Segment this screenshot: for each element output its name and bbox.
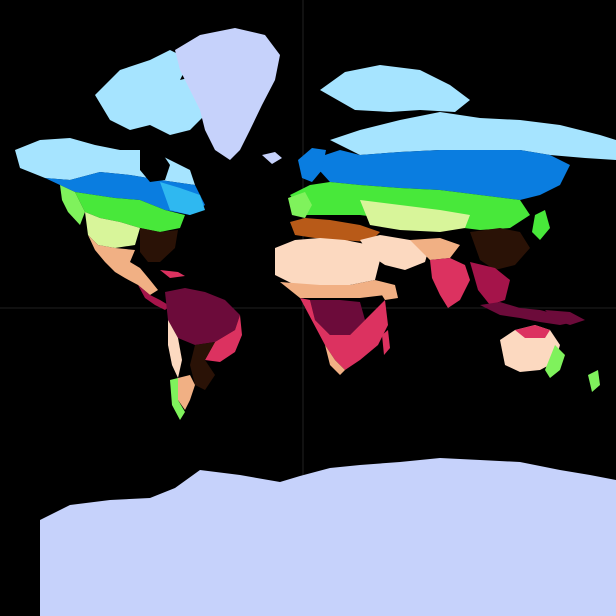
antarctica bbox=[40, 458, 616, 616]
amazon-rainforest bbox=[165, 288, 240, 345]
horn-of-africa bbox=[375, 280, 398, 300]
africa bbox=[275, 238, 398, 375]
central-africa-rainforest bbox=[310, 300, 365, 335]
mediterranean-basin bbox=[290, 218, 380, 242]
siberia-tundra bbox=[330, 112, 616, 160]
iceland bbox=[262, 152, 282, 164]
pampas-subtropical bbox=[190, 342, 215, 390]
usa-southeast-subtropical bbox=[140, 228, 178, 262]
cuba bbox=[160, 270, 185, 278]
central-america bbox=[138, 285, 170, 310]
north-america bbox=[15, 50, 215, 310]
indonesia bbox=[480, 302, 575, 325]
europe-continental bbox=[290, 182, 530, 230]
canada-cool-continental bbox=[160, 182, 205, 215]
southeast-asia bbox=[470, 262, 510, 305]
usa-great-plains-steppe bbox=[85, 212, 140, 248]
china-subtropical bbox=[470, 228, 530, 270]
central-asia-steppe bbox=[360, 200, 470, 232]
south-america bbox=[165, 288, 242, 420]
canada-subarctic bbox=[45, 172, 205, 215]
western-europe-oceanic bbox=[288, 192, 312, 218]
east-africa-savanna bbox=[300, 298, 388, 370]
japan bbox=[532, 210, 550, 240]
canadian-arctic-islands bbox=[95, 50, 215, 135]
eurasia bbox=[288, 65, 616, 308]
chile-oceanic bbox=[170, 378, 185, 420]
usa-west-oceanic bbox=[60, 185, 85, 225]
landmasses bbox=[15, 28, 616, 616]
iran-steppe bbox=[410, 238, 460, 260]
mexico bbox=[105, 262, 158, 295]
brazil-savanna bbox=[205, 315, 242, 362]
southern-africa-steppe bbox=[325, 345, 345, 375]
patagonia-steppe bbox=[178, 375, 195, 410]
new-guinea bbox=[545, 310, 585, 325]
india bbox=[430, 258, 470, 308]
usa-continental bbox=[75, 192, 185, 232]
usa-southwest-desert bbox=[88, 235, 135, 262]
russian-arctic-islands bbox=[320, 65, 470, 112]
scandinavia bbox=[298, 148, 326, 182]
sahara-desert bbox=[275, 238, 380, 285]
sahel-steppe bbox=[280, 280, 385, 298]
hudson-bay bbox=[140, 150, 170, 182]
madagascar bbox=[382, 330, 390, 355]
andes-desert bbox=[168, 320, 182, 378]
new-zealand bbox=[588, 370, 600, 392]
australia-north-savanna bbox=[515, 325, 550, 338]
siberia-subarctic bbox=[310, 150, 570, 200]
middle-east-desert bbox=[360, 235, 430, 270]
oceania bbox=[480, 302, 600, 392]
greenland bbox=[175, 28, 280, 160]
australia-east-subtropical bbox=[545, 345, 565, 378]
